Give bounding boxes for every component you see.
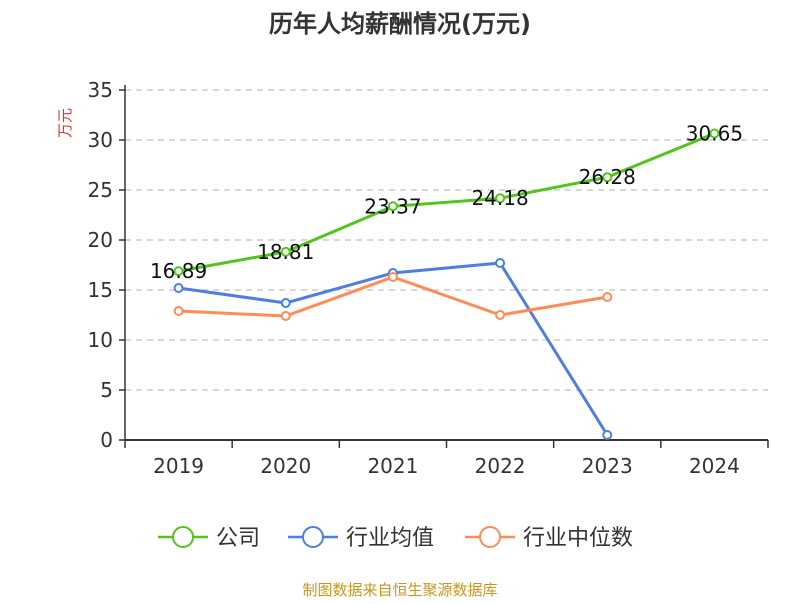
x-tick-label: 2021 bbox=[367, 454, 418, 478]
y-axis-label: 万元 bbox=[56, 108, 74, 138]
y-tick-label: 15 bbox=[88, 278, 113, 302]
data-label: 16.89 bbox=[150, 259, 207, 283]
data-point bbox=[280, 311, 291, 321]
x-tick-label: 2019 bbox=[153, 454, 204, 478]
y-tick-label: 20 bbox=[88, 228, 113, 252]
x-tick-label: 2020 bbox=[260, 454, 311, 478]
data-label: 18.81 bbox=[257, 240, 314, 264]
y-tick-label: 5 bbox=[100, 378, 113, 402]
legend-circle-icon bbox=[479, 526, 501, 548]
data-label: 26.28 bbox=[579, 165, 636, 189]
data-label: 24.18 bbox=[471, 186, 528, 210]
data-point bbox=[602, 292, 613, 302]
data-point bbox=[280, 298, 291, 308]
data-point bbox=[173, 306, 184, 316]
legend-item[interactable]: 行业均值 bbox=[288, 526, 434, 551]
data-point bbox=[387, 272, 398, 282]
series-line bbox=[178, 261, 609, 436]
data-point bbox=[495, 193, 506, 204]
data-point bbox=[495, 258, 506, 268]
data-point bbox=[709, 128, 720, 139]
data-point bbox=[602, 172, 613, 183]
data-label: 30.65 bbox=[686, 122, 743, 146]
y-tick-label: 30 bbox=[88, 128, 113, 152]
data-point bbox=[280, 246, 291, 257]
series-line bbox=[178, 132, 715, 273]
legend-label: 行业中位数 bbox=[523, 526, 633, 551]
source-note: 制图数据来自恒生聚源数据库 bbox=[302, 581, 497, 599]
legend-circle-icon bbox=[172, 526, 194, 548]
data-point bbox=[602, 430, 613, 440]
y-tick-label: 0 bbox=[100, 428, 113, 452]
legend-label: 公司 bbox=[216, 526, 260, 551]
data-point bbox=[495, 310, 506, 320]
chart-title: 历年人均薪酬情况(万元) bbox=[269, 10, 531, 38]
data-label: 23.37 bbox=[364, 194, 421, 218]
x-tick-label: 2024 bbox=[689, 454, 740, 478]
data-point bbox=[173, 283, 184, 293]
y-tick-label: 10 bbox=[88, 328, 113, 352]
x-tick-label: 2023 bbox=[582, 454, 633, 478]
data-point bbox=[173, 266, 184, 277]
data-point bbox=[387, 201, 398, 212]
x-tick-label: 2022 bbox=[475, 454, 526, 478]
y-tick-label: 25 bbox=[88, 178, 113, 202]
legend-circle-icon bbox=[302, 526, 324, 548]
legend-item[interactable]: 行业中位数 bbox=[465, 526, 633, 551]
legend-label: 行业均值 bbox=[346, 526, 434, 551]
legend-item[interactable]: 公司 bbox=[158, 526, 260, 551]
y-tick-label: 35 bbox=[88, 78, 113, 102]
